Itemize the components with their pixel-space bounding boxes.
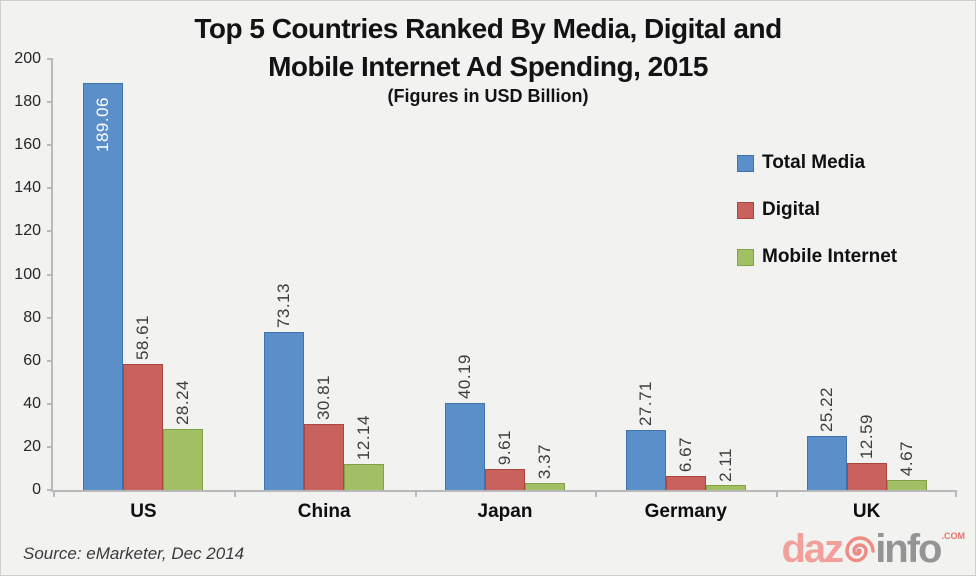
x-tick-mark-0 [53,490,55,497]
source-note: Source: eMarketer, Dec 2014 [23,544,245,563]
y-tick-mark-140 [47,187,53,190]
bar-china-digital: 30.81 [304,375,345,490]
bar-germany-total-media: 27.71 [625,381,666,490]
logo-text-daz: daz [781,527,845,571]
x-tick-mark-3 [595,490,598,497]
bar-value-label-china-total-media: 73.13 [274,283,294,329]
y-tick-label-120: 120 [14,222,41,240]
y-tick-mark-80 [47,316,53,319]
bar-value-label-china-mobile-internet: 12.14 [354,414,374,460]
y-tick-mark-40 [47,402,53,405]
y-tick-label-40: 40 [23,394,41,412]
bar-germany-digital: 6.67 [665,437,706,490]
category-group-uk: 25.22 12.59 4.67 UK [776,59,957,522]
x-axis-label-us: US [130,501,157,522]
x-axis-label-china: China [297,501,351,522]
bar-japan-digital: 9.61 [484,430,525,490]
bar-value-label-germany-digital: 6.67 [675,436,695,472]
legend-label-digital: Digital [762,199,821,220]
legend-item-mobile-internet: Mobile Internet [737,246,897,268]
legend-item-digital: Digital [737,199,897,221]
chart-title-line2: Mobile Internet Ad Spending, 2015 [268,51,708,82]
bar-us-mobile-internet: 28.24 [163,380,204,490]
bar-value-label-germany-mobile-internet: 2.11 [715,447,735,482]
x-tick-mark-1 [233,490,236,497]
bar-value-label-us-digital: 58.61 [133,314,153,360]
logo-text-info: info [875,527,942,571]
chart-subtitle: (Figures in USD Billion) [387,86,589,106]
bar-value-label-germany-total-media: 27.71 [635,381,655,427]
x-tick-mark-5 [955,490,957,497]
y-tick-label-20: 20 [23,437,41,455]
x-axis-label-germany: Germany [644,501,727,522]
bar-japan-mobile-internet: 3.37 [524,444,565,490]
y-tick-label-60: 60 [23,351,41,369]
bar-value-label-uk-total-media: 25.22 [816,386,836,432]
y-tick-mark-60 [47,359,53,362]
bar-germany-mobile-internet: 2.11 [705,448,746,490]
category-group-japan: 40.19 9.61 3.37 Japan [415,59,596,522]
y-tick-mark-120 [47,230,53,233]
y-tick-label-100: 100 [14,265,41,283]
bar-us-total-media: 189.06 [83,82,124,490]
x-axis-label-uk: UK [852,501,881,522]
x-axis-label-japan: Japan [477,501,533,522]
bar-value-label-us-total-media: 189.06 [93,96,113,152]
bar-value-label-china-digital: 30.81 [314,374,334,420]
x-tick-mark-4 [776,490,779,497]
y-tick-label-160: 160 [14,136,41,154]
bar-value-label-us-mobile-internet: 28.24 [173,380,193,426]
category-group-germany: 27.71 6.67 2.11 Germany [595,59,776,522]
bar-value-label-uk-digital: 12.59 [856,413,876,459]
bar-groups: 189.06 58.61 28.24 US 73.13 30.81 12.14 China 40… [53,59,957,522]
y-tick-mark-100 [47,273,53,276]
y-tick-mark-0 [47,489,53,491]
y-tick-mark-160 [47,144,53,147]
y-tick-label-200: 200 [14,50,41,67]
dazeinfo-logo: daz info .COM [782,529,966,569]
y-tick-label-140: 140 [14,179,41,197]
bar-uk-total-media: 25.22 [806,387,847,490]
bar-value-label-japan-total-media: 40.19 [454,354,474,400]
bar-value-label-uk-mobile-internet: 4.67 [896,440,916,476]
legend-label-mobile-internet: Mobile Internet [762,246,898,267]
category-group-us: 189.06 58.61 28.24 US [53,59,234,522]
bar-uk-mobile-internet: 4.67 [886,441,927,490]
legend-swatch-digital [737,201,754,219]
x-tick-mark-2 [414,490,417,497]
bar-us-digital: 58.61 [123,315,164,490]
bar-china-total-media: 73.13 [264,283,305,490]
y-tick-label-80: 80 [23,308,41,326]
y-tick-label-0: 0 [32,481,41,498]
y-tick-mark-20 [47,445,53,448]
bar-china-mobile-internet: 12.14 [344,415,385,490]
logo-com-suffix: .COM [941,531,966,541]
legend: Total Media Digital Mobile Internet [737,152,897,293]
legend-label-total-media: Total Media [762,152,866,173]
plot-area: 189.06 58.61 28.24 US 73.13 30.81 12.14 China 40… [14,50,957,522]
y-tick-mark-180 [47,101,53,104]
category-group-china: 73.13 30.81 12.14 China [234,59,415,522]
legend-item-total-media: Total Media [737,152,897,174]
chart-title-line1: Top 5 Countries Ranked By Media, Digital… [194,13,782,44]
bar-value-label-japan-mobile-internet: 3.37 [534,443,554,479]
y-tick-label-180: 180 [14,93,41,111]
y-tick-mark-200 [47,58,53,61]
logo-spiral-e-icon [845,536,875,563]
legend-swatch-mobile-internet [737,248,754,266]
chart-title: Top 5 Countries Ranked By Media, Digital… [1,10,975,86]
bar-value-label-japan-digital: 9.61 [494,430,514,466]
legend-swatch-total-media [737,154,754,172]
bar-uk-digital: 12.59 [846,414,887,490]
bar-japan-total-media: 40.19 [444,354,485,490]
